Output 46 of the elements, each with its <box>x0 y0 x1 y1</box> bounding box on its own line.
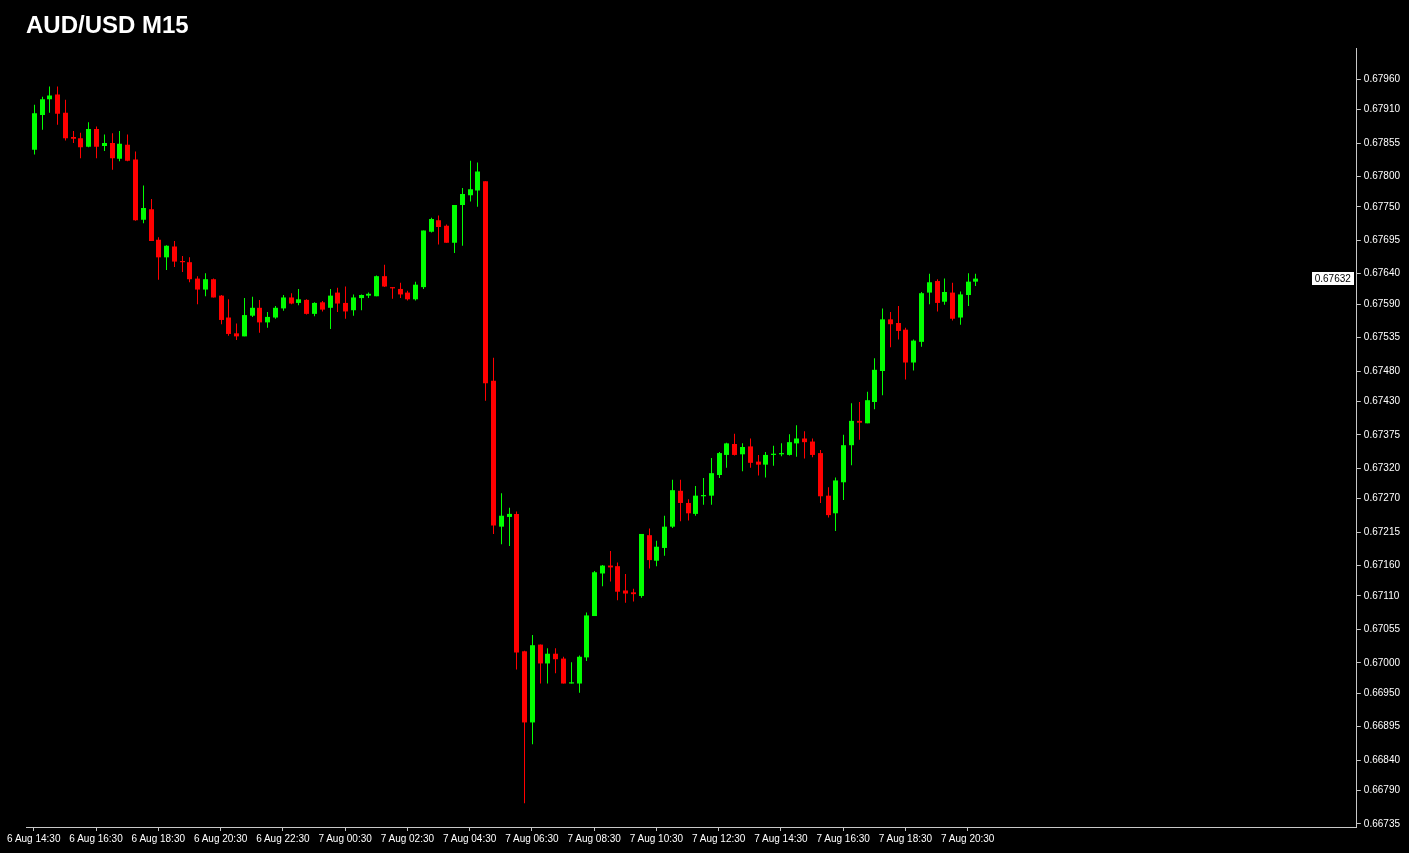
y-tick-label: 0.67000 <box>1363 656 1401 668</box>
y-tick-label: 0.67910 <box>1363 103 1401 115</box>
y-tick-label: 0.67855 <box>1363 136 1401 148</box>
candlestick <box>569 662 574 684</box>
x-tick-label: 7 Aug 16:30 <box>816 832 871 844</box>
x-tick-label: 7 Aug 02:30 <box>380 832 435 844</box>
x-tick-label: 6 Aug 20:30 <box>193 832 248 844</box>
y-tick-label: 0.67480 <box>1363 364 1401 376</box>
x-tick-label: 7 Aug 10:30 <box>629 832 684 844</box>
y-tick-label: 0.67590 <box>1363 297 1401 309</box>
candlestick <box>507 507 512 547</box>
y-tick-label: 0.67160 <box>1363 559 1401 571</box>
y-tick-label: 0.67055 <box>1363 623 1401 635</box>
x-tick-label: 7 Aug 08:30 <box>567 832 622 844</box>
x-tick-label: 6 Aug 18:30 <box>131 832 186 844</box>
y-tick-label: 0.67270 <box>1363 492 1401 504</box>
x-tick-label: 7 Aug 14:30 <box>754 832 809 844</box>
y-tick-label: 0.67430 <box>1363 395 1401 407</box>
y-tick-label: 0.67695 <box>1363 234 1401 246</box>
x-tick-label: 7 Aug 20:30 <box>941 832 995 844</box>
x-tick-label: 6 Aug 16:30 <box>69 832 124 844</box>
chart-title: AUD/USD M15 <box>26 11 189 39</box>
y-tick-label: 0.67535 <box>1363 331 1401 343</box>
y-tick-label: 0.67750 <box>1363 200 1401 212</box>
y-tick-label: 0.66895 <box>1363 720 1401 732</box>
y-tick-label: 0.67375 <box>1363 428 1401 440</box>
x-tick-label: 6 Aug 14:30 <box>7 832 61 844</box>
candlestick <box>623 574 628 603</box>
y-tick-label: 0.66840 <box>1363 753 1401 765</box>
annotation: 0.67632 <box>1314 272 1352 284</box>
y-tick-label: 0.66735 <box>1363 817 1401 829</box>
y-tick-label: 0.67960 <box>1363 72 1401 84</box>
y-tick-label: 0.67320 <box>1363 462 1401 474</box>
y-tick-label: 0.67215 <box>1363 525 1401 537</box>
x-tick-label: 7 Aug 00:30 <box>318 832 373 844</box>
y-tick-label: 0.67640 <box>1363 267 1401 279</box>
y-tick-label: 0.67800 <box>1363 170 1401 182</box>
x-tick-label: 6 Aug 22:30 <box>256 832 310 844</box>
y-tick-label: 0.66950 <box>1363 687 1401 698</box>
x-tick-label: 7 Aug 06:30 <box>505 832 560 844</box>
y-tick-label: 0.67110 <box>1363 589 1400 601</box>
x-tick-label: 7 Aug 18:30 <box>878 832 933 844</box>
y-tick-label: 0.66790 <box>1363 784 1401 796</box>
x-tick-label: 7 Aug 04:30 <box>442 832 497 844</box>
x-tick-label: 7 Aug 12:30 <box>691 832 746 844</box>
candlestick <box>857 402 862 440</box>
